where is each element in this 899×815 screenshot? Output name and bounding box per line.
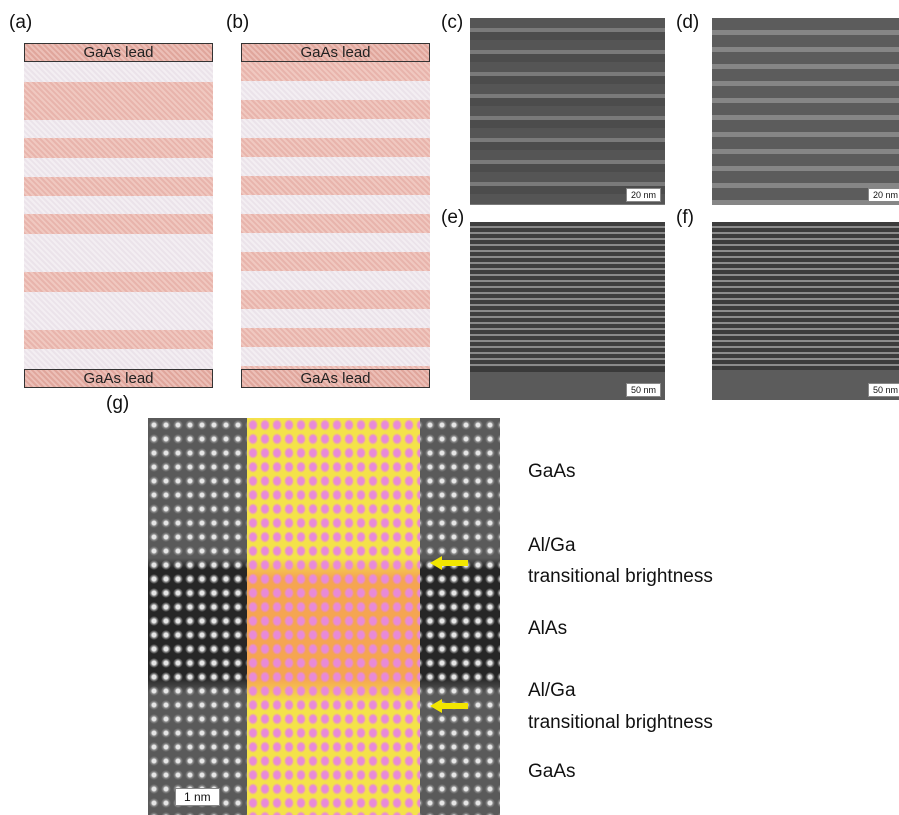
- layer: [24, 349, 213, 369]
- scale-bar: 50 nm: [868, 383, 899, 397]
- annotation: transitional brightness: [528, 712, 713, 734]
- layer: [241, 214, 430, 233]
- scale-bar: 1 nm: [175, 788, 220, 806]
- haadf-image: 1 nm: [148, 418, 500, 815]
- layer: [24, 120, 213, 138]
- lead-label: GaAs lead: [241, 43, 430, 62]
- scale-bar: 20 nm: [868, 188, 899, 202]
- panel-label: (f): [676, 207, 694, 229]
- layer: [241, 290, 430, 309]
- layer: [24, 138, 213, 158]
- layer: [241, 138, 430, 157]
- layer: [241, 328, 430, 347]
- layer: [24, 272, 213, 292]
- lead-label: GaAs lead: [241, 369, 430, 388]
- arrow: [430, 556, 470, 570]
- annotation: Al/Ga: [528, 535, 576, 557]
- layer: [24, 177, 213, 196]
- annotation: transitional brightness: [528, 566, 713, 588]
- annotation: GaAs: [528, 761, 576, 783]
- layer: [241, 62, 430, 81]
- tem-image: 20 nm: [712, 18, 899, 205]
- annotation: GaAs: [528, 461, 576, 483]
- arrow: [430, 699, 470, 713]
- layer: [241, 195, 430, 214]
- panel-label: (a): [9, 12, 32, 34]
- figure: (a) (b) (c) (d) (e) (f) (g) GaAs lead Ga…: [0, 0, 899, 815]
- layer: [24, 158, 213, 177]
- tem-image: 20 nm: [470, 18, 665, 205]
- tem-image: 50 nm: [470, 222, 665, 400]
- layer: [241, 252, 430, 271]
- layer: [241, 119, 430, 138]
- panel-label: (b): [226, 12, 249, 34]
- layer: [24, 292, 213, 330]
- colored-overlay: [247, 418, 420, 815]
- panel-label: (g): [106, 393, 129, 415]
- layer: [241, 157, 430, 176]
- layer: [24, 196, 213, 214]
- panel-label: (e): [441, 207, 464, 229]
- layer-stack: GaAs lead GaAs lead: [24, 43, 213, 388]
- layer: [241, 271, 430, 290]
- lead-label: GaAs lead: [24, 43, 213, 62]
- panel-label: (c): [441, 12, 463, 34]
- layer: [241, 176, 430, 195]
- annotation: AlAs: [528, 618, 567, 640]
- lead-label: GaAs lead: [24, 369, 213, 388]
- layer: [241, 81, 430, 100]
- layer: [241, 309, 430, 328]
- panel-label: (d): [676, 12, 699, 34]
- layer: [241, 233, 430, 252]
- layer: [24, 234, 213, 272]
- scale-bar: 20 nm: [626, 188, 661, 202]
- layer: [24, 82, 213, 120]
- layer: [24, 214, 213, 234]
- layer: [241, 100, 430, 119]
- layer-stack: GaAs lead GaAs lead: [241, 43, 430, 388]
- scale-bar: 50 nm: [626, 383, 661, 397]
- layer: [24, 330, 213, 349]
- tem-image: 50 nm: [712, 222, 899, 400]
- annotation: Al/Ga: [528, 680, 576, 702]
- layer: [24, 62, 213, 82]
- layer: [241, 347, 430, 366]
